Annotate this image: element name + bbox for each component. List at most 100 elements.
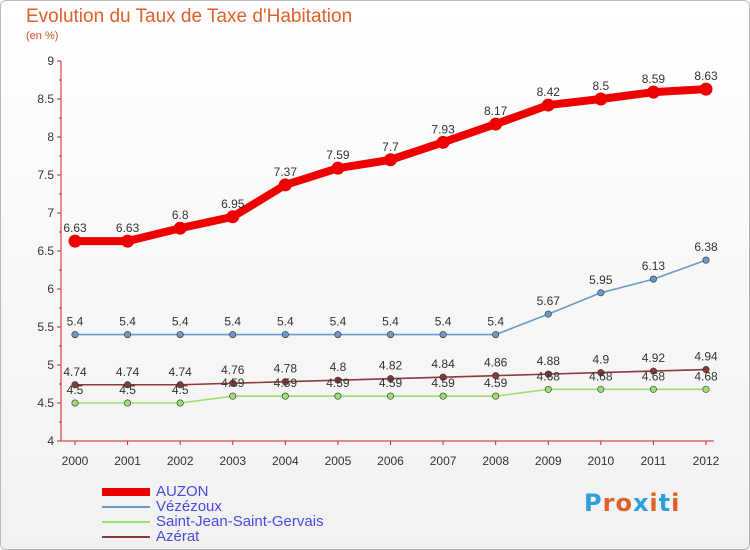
y-tick-label: 6.5 xyxy=(37,244,54,258)
y-tick-label: 5.5 xyxy=(37,320,54,334)
legend-swatch xyxy=(102,520,150,523)
y-tick-label: 8.5 xyxy=(37,92,54,106)
x-tick-label: 2002 xyxy=(167,454,194,468)
data-label: 4.84 xyxy=(431,357,455,371)
data-point xyxy=(124,381,132,389)
data-label: 5.67 xyxy=(537,294,561,308)
data-point xyxy=(124,399,132,407)
x-tick-label: 2011 xyxy=(641,454,667,468)
data-point xyxy=(544,310,552,318)
legend-swatch xyxy=(102,505,150,508)
data-point xyxy=(597,289,605,297)
legend-item: Vézézoux xyxy=(102,498,324,515)
legend-label: Azérat xyxy=(156,528,200,545)
y-tick-label: 6 xyxy=(47,282,54,296)
data-point xyxy=(331,161,345,175)
data-point xyxy=(229,331,237,339)
legend-swatch xyxy=(102,487,150,496)
data-label: 4.5 xyxy=(67,383,84,397)
data-point xyxy=(544,370,552,378)
data-label: 5.4 xyxy=(172,315,189,329)
data-point xyxy=(492,372,500,380)
data-label: 6.95 xyxy=(221,197,245,211)
data-label: 4.74 xyxy=(116,365,140,379)
data-label: 6.8 xyxy=(172,208,189,222)
data-point xyxy=(229,392,237,400)
x-tick-label: 2001 xyxy=(114,454,141,468)
data-label: 4.86 xyxy=(484,356,508,370)
logo-letter: P xyxy=(584,489,603,517)
legend-swatch xyxy=(102,535,150,538)
data-label: 6.38 xyxy=(694,240,718,254)
data-point xyxy=(439,373,447,381)
data-point xyxy=(699,82,713,96)
legend-item: Azérat xyxy=(102,528,324,545)
x-tick-label: 2000 xyxy=(62,454,89,468)
data-label: 4.68 xyxy=(537,369,561,383)
data-label: 7.37 xyxy=(274,165,298,179)
data-label: 4.68 xyxy=(694,369,718,383)
data-point xyxy=(176,331,184,339)
proxiti-logo: Proxiti xyxy=(584,489,680,517)
logo-letter: t xyxy=(658,489,672,517)
y-tick-label: 4.5 xyxy=(37,396,54,410)
x-tick-label: 2010 xyxy=(587,454,614,468)
data-point xyxy=(71,331,79,339)
data-label: 4.59 xyxy=(431,376,455,390)
data-point xyxy=(386,392,394,400)
data-point xyxy=(702,366,710,374)
data-point xyxy=(334,376,342,384)
chart-legend: AUZON Vézézoux Saint-Jean-Saint-Gervais Azé… xyxy=(102,483,324,545)
data-label: 7.59 xyxy=(326,148,350,162)
data-label: 4.92 xyxy=(642,351,666,365)
data-label: 4.82 xyxy=(379,359,403,373)
data-label: 5.4 xyxy=(435,315,452,329)
chart-title: Evolution du Taux de Taxe d'Habitation xyxy=(26,6,353,27)
logo-letter: x xyxy=(632,489,650,517)
y-tick-label: 9 xyxy=(47,54,54,68)
data-label: 4.59 xyxy=(379,376,403,390)
data-label: 4.78 xyxy=(274,362,298,376)
legend-label: AUZON xyxy=(156,483,209,500)
data-point xyxy=(386,375,394,383)
data-point xyxy=(229,379,237,387)
data-point xyxy=(492,392,500,400)
data-point xyxy=(124,331,132,339)
data-label: 8.63 xyxy=(694,69,718,83)
logo-letter: o xyxy=(615,489,633,517)
data-label: 5.4 xyxy=(382,315,399,329)
data-point xyxy=(71,399,79,407)
data-label: 4.9 xyxy=(592,353,609,367)
data-label: 4.94 xyxy=(694,350,718,364)
data-point xyxy=(597,385,605,393)
data-point xyxy=(541,98,555,112)
data-label: 4.59 xyxy=(274,376,298,390)
data-point xyxy=(439,331,447,339)
data-point xyxy=(649,385,657,393)
data-point xyxy=(173,221,187,235)
data-point xyxy=(384,153,397,167)
data-label: 6.63 xyxy=(63,221,87,235)
data-label: 5.4 xyxy=(224,315,241,329)
data-label: 4.59 xyxy=(326,376,350,390)
data-label: 8.17 xyxy=(484,104,508,118)
data-label: 4.5 xyxy=(172,383,189,397)
data-label: 4.68 xyxy=(589,369,613,383)
data-label: 5.4 xyxy=(487,315,504,329)
data-point xyxy=(649,275,657,283)
data-label: 8.59 xyxy=(642,72,666,86)
data-label: 4.59 xyxy=(484,376,508,390)
data-label: 8.5 xyxy=(592,79,609,93)
data-label: 4.8 xyxy=(330,360,347,374)
data-point xyxy=(646,85,660,99)
data-label: 7.7 xyxy=(382,140,399,154)
x-tick-label: 2009 xyxy=(535,454,562,468)
data-point xyxy=(649,367,657,375)
data-label: 5.4 xyxy=(277,315,294,329)
data-point xyxy=(334,392,342,400)
data-point xyxy=(121,234,135,248)
data-label: 5.4 xyxy=(330,315,347,329)
legend-item: Saint-Jean-Saint-Gervais xyxy=(102,513,324,530)
